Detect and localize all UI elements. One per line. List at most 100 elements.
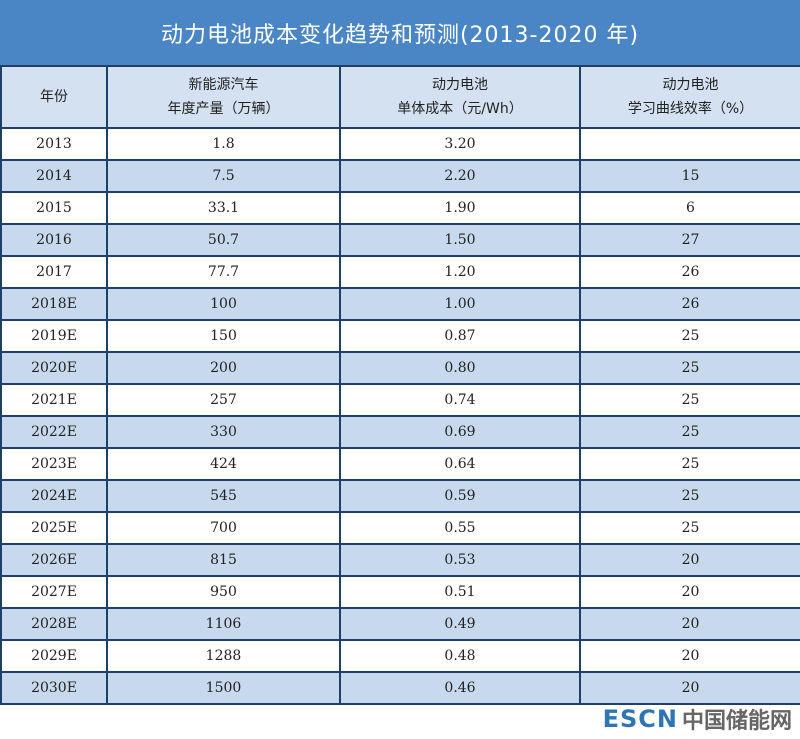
cell-year: 2028E <box>0 607 108 641</box>
header-cost-line-2: 单体成本（元/Wh） <box>397 101 523 117</box>
table-row: 2016 50.7 1.50 27 <box>0 223 800 257</box>
cell-learning-rate: 25 <box>579 319 800 353</box>
header-nev-production: 新能源汽车 年度产量（万辆） <box>106 65 341 129</box>
table-row: 2029E 1288 0.48 20 <box>0 639 800 673</box>
cell-battery-cost: 0.49 <box>339 607 581 641</box>
cell-battery-cost: 0.46 <box>339 671 581 705</box>
cell-nev-production: 1106 <box>106 607 341 641</box>
cell-learning-rate: 25 <box>579 383 800 417</box>
cell-year: 2018E <box>0 287 108 321</box>
cell-learning-rate: 20 <box>579 575 800 609</box>
cell-battery-cost: 0.87 <box>339 319 581 353</box>
table-row: 2026E 815 0.53 20 <box>0 543 800 577</box>
table-row: 2020E 200 0.80 25 <box>0 351 800 385</box>
cell-year: 2027E <box>0 575 108 609</box>
cell-nev-production: 1500 <box>106 671 341 705</box>
cell-year: 2029E <box>0 639 108 673</box>
cell-year: 2020E <box>0 351 108 385</box>
cell-nev-production: 700 <box>106 511 341 545</box>
cell-learning-rate: 25 <box>579 351 800 385</box>
cell-battery-cost: 0.53 <box>339 543 581 577</box>
cell-nev-production: 1.8 <box>106 127 341 161</box>
header-learning-line-2: 学习曲线效率（%） <box>627 101 754 117</box>
cell-battery-cost: 0.55 <box>339 511 581 545</box>
table-row: 2013 1.8 3.20 <box>0 127 800 161</box>
cell-year: 2021E <box>0 383 108 417</box>
header-year: 年份 <box>0 65 108 129</box>
cell-learning-rate: 15 <box>579 159 800 193</box>
cell-nev-production: 1288 <box>106 639 341 673</box>
table-title: 动力电池成本变化趋势和预测(2013-2020 年) <box>0 0 800 65</box>
cell-learning-rate: 25 <box>579 447 800 481</box>
cell-learning-rate <box>579 127 800 161</box>
table-row: 2019E 150 0.87 25 <box>0 319 800 353</box>
cell-year: 2013 <box>0 127 108 161</box>
cell-year: 2017 <box>0 255 108 289</box>
header-year-line: 年份 <box>40 89 68 105</box>
cell-battery-cost: 0.48 <box>339 639 581 673</box>
cell-year: 2016 <box>0 223 108 257</box>
table-row: 2030E 1500 0.46 20 <box>0 671 800 705</box>
table-row: 2024E 545 0.59 25 <box>0 479 800 513</box>
table-row: 2023E 424 0.64 25 <box>0 447 800 481</box>
cell-battery-cost: 1.90 <box>339 191 581 225</box>
cell-nev-production: 50.7 <box>106 223 341 257</box>
cell-year: 2014 <box>0 159 108 193</box>
cell-learning-rate: 6 <box>579 191 800 225</box>
cell-nev-production: 200 <box>106 351 341 385</box>
cell-learning-rate: 20 <box>579 543 800 577</box>
cell-nev-production: 7.5 <box>106 159 341 193</box>
cell-year: 2022E <box>0 415 108 449</box>
cell-nev-production: 330 <box>106 415 341 449</box>
cell-nev-production: 33.1 <box>106 191 341 225</box>
cell-year: 2025E <box>0 511 108 545</box>
cell-learning-rate: 25 <box>579 511 800 545</box>
table-body: 2013 1.8 3.20 2014 7.5 2.20 15 2015 33.1 1.90 6 201… <box>0 127 800 705</box>
header-cost-line-1: 动力电池 <box>432 77 488 93</box>
cell-battery-cost: 0.69 <box>339 415 581 449</box>
cell-nev-production: 950 <box>106 575 341 609</box>
cell-nev-production: 424 <box>106 447 341 481</box>
cell-nev-production: 257 <box>106 383 341 417</box>
header-nev-line-1: 新能源汽车 <box>188 77 259 93</box>
cell-year: 2015 <box>0 191 108 225</box>
table-row: 2014 7.5 2.20 15 <box>0 159 800 193</box>
cell-battery-cost: 1.00 <box>339 287 581 321</box>
table-row: 2022E 330 0.69 25 <box>0 415 800 449</box>
cell-learning-rate: 26 <box>579 287 800 321</box>
table-row: 2017 77.7 1.20 26 <box>0 255 800 289</box>
cell-battery-cost: 0.59 <box>339 479 581 513</box>
cell-battery-cost: 0.80 <box>339 351 581 385</box>
header-cell-cost: 动力电池 单体成本（元/Wh） <box>339 65 581 129</box>
cell-year: 2026E <box>0 543 108 577</box>
header-learning-line-1: 动力电池 <box>662 77 719 93</box>
cell-battery-cost: 2.20 <box>339 159 581 193</box>
cell-learning-rate: 20 <box>579 607 800 641</box>
cell-learning-rate: 20 <box>579 671 800 705</box>
cell-nev-production: 815 <box>106 543 341 577</box>
cell-year: 2019E <box>0 319 108 353</box>
watermark: ESCN 中国储能网 <box>603 703 792 735</box>
watermark-brand: ESCN <box>602 705 678 733</box>
cell-nev-production: 545 <box>106 479 341 513</box>
cell-year: 2023E <box>0 447 108 481</box>
cell-year: 2024E <box>0 479 108 513</box>
cell-battery-cost: 3.20 <box>339 127 581 161</box>
cell-learning-rate: 26 <box>579 255 800 289</box>
cell-battery-cost: 1.50 <box>339 223 581 257</box>
cell-nev-production: 77.7 <box>106 255 341 289</box>
cell-learning-rate: 25 <box>579 479 800 513</box>
table-row: 2025E 700 0.55 25 <box>0 511 800 545</box>
cell-learning-rate: 27 <box>579 223 800 257</box>
cell-battery-cost: 0.74 <box>339 383 581 417</box>
header-row: 年份 新能源汽车 年度产量（万辆） 动力电池 单体成本（元/Wh） 动力电池 学… <box>0 65 800 129</box>
data-table: 年份 新能源汽车 年度产量（万辆） 动力电池 单体成本（元/Wh） 动力电池 学… <box>0 65 800 705</box>
header-learning-rate: 动力电池 学习曲线效率（%） <box>579 65 800 129</box>
cell-year: 2030E <box>0 671 108 705</box>
table-row: 2018E 100 1.00 26 <box>0 287 800 321</box>
cell-battery-cost: 1.20 <box>339 255 581 289</box>
cell-battery-cost: 0.64 <box>339 447 581 481</box>
header-nev-line-2: 年度产量（万辆） <box>167 101 280 117</box>
table-row: 2028E 1106 0.49 20 <box>0 607 800 641</box>
table-row: 2021E 257 0.74 25 <box>0 383 800 417</box>
